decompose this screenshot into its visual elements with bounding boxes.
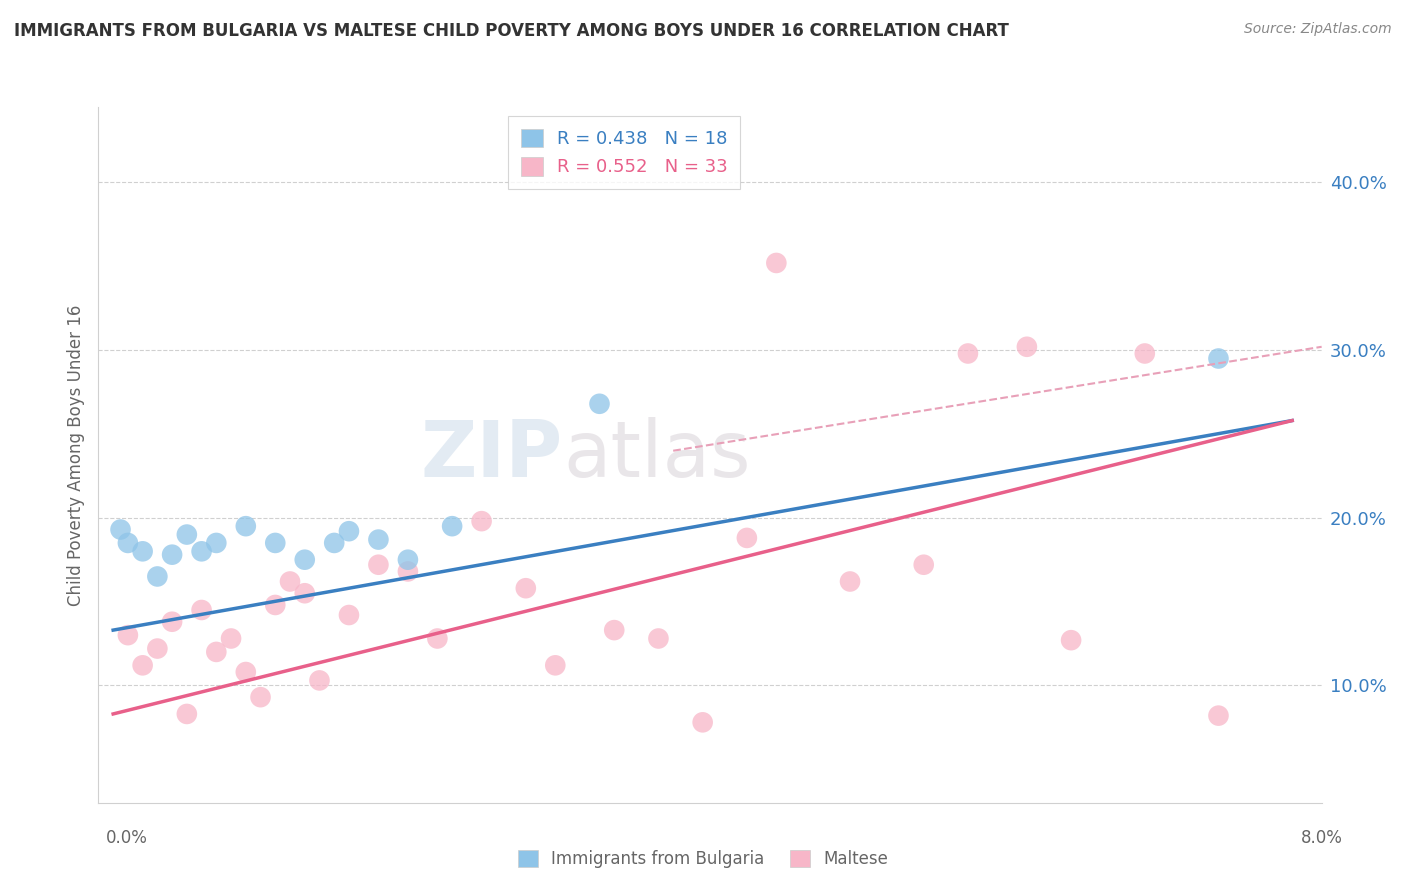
Point [308, 673, 330, 688]
Point [146, 569, 169, 583]
Legend: Immigrants from Bulgaria, Maltese: Immigrants from Bulgaria, Maltese [512, 843, 894, 875]
Point [146, 641, 169, 656]
Point [1060, 633, 1083, 648]
Y-axis label: Child Poverty Among Boys Under 16: Child Poverty Among Boys Under 16 [66, 304, 84, 606]
Point [692, 715, 714, 730]
Point [117, 536, 139, 550]
Point [278, 574, 301, 589]
Text: Source: ZipAtlas.com: Source: ZipAtlas.com [1244, 22, 1392, 37]
Point [131, 544, 153, 558]
Point [1208, 351, 1230, 366]
Point [235, 519, 257, 533]
Point [235, 665, 257, 679]
Point [205, 536, 228, 550]
Text: IMMIGRANTS FROM BULGARIA VS MALTESE CHILD POVERTY AMONG BOYS UNDER 16 CORRELATIO: IMMIGRANTS FROM BULGARIA VS MALTESE CHIL… [14, 22, 1010, 40]
Text: 8.0%: 8.0% [1301, 829, 1343, 847]
Point [131, 658, 153, 673]
Point [839, 574, 862, 589]
Point [205, 645, 228, 659]
Point [117, 628, 139, 642]
Point [160, 548, 183, 562]
Point [367, 558, 389, 572]
Point [603, 623, 626, 637]
Point [515, 581, 537, 595]
Point [190, 544, 212, 558]
Point [396, 565, 419, 579]
Text: atlas: atlas [564, 417, 751, 493]
Text: ZIP: ZIP [420, 417, 564, 493]
Legend: R = 0.438   N = 18, R = 0.552   N = 33: R = 0.438 N = 18, R = 0.552 N = 33 [509, 116, 741, 189]
Point [426, 632, 449, 646]
Point [1015, 340, 1038, 354]
Point [176, 527, 198, 541]
Point [1133, 346, 1156, 360]
Point [264, 536, 287, 550]
Point [190, 603, 212, 617]
Point [735, 531, 758, 545]
Point [323, 536, 346, 550]
Point [337, 607, 360, 622]
Point [367, 533, 389, 547]
Point [956, 346, 979, 360]
Point [264, 598, 287, 612]
Point [471, 514, 494, 528]
Point [219, 632, 242, 646]
Point [294, 552, 316, 566]
Point [337, 524, 360, 539]
Point [110, 523, 132, 537]
Point [176, 706, 198, 721]
Point [544, 658, 567, 673]
Point [588, 397, 610, 411]
Point [912, 558, 935, 572]
Point [441, 519, 464, 533]
Point [1208, 708, 1230, 723]
Text: 0.0%: 0.0% [105, 829, 148, 847]
Point [647, 632, 669, 646]
Point [160, 615, 183, 629]
Point [249, 690, 271, 705]
Point [294, 586, 316, 600]
Point [396, 552, 419, 566]
Point [765, 256, 787, 270]
